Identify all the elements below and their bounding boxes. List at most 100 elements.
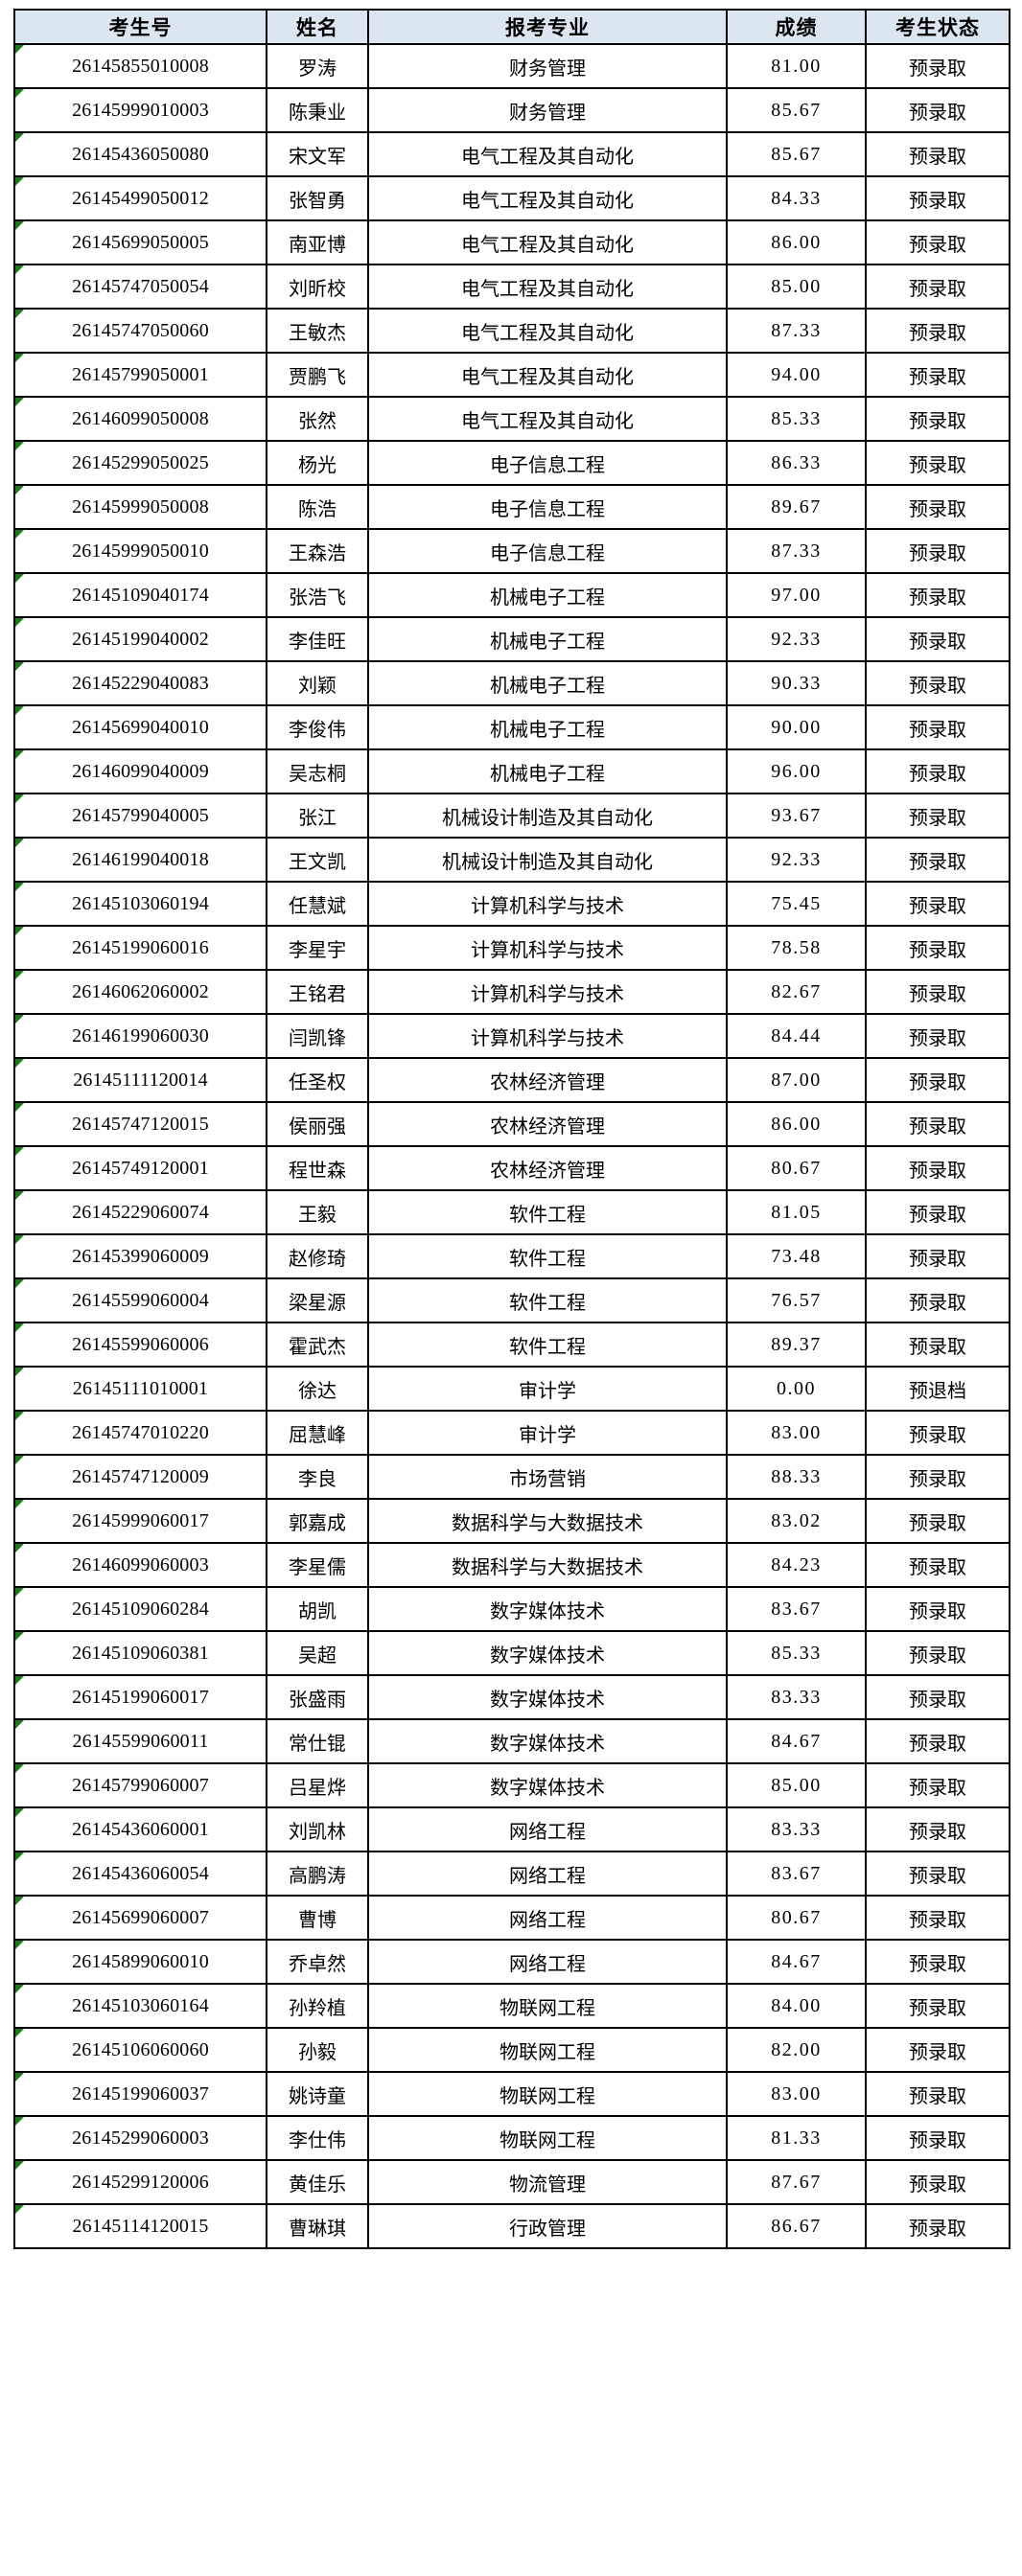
- cell-candidate-id[interactable]: 26145299060003: [13, 2115, 267, 2161]
- table-row[interactable]: 26146099050008 张然 电气工程及其自动化 85.33 预录取: [13, 396, 1010, 442]
- cell-score[interactable]: 94.00: [726, 352, 867, 398]
- cell-candidate-name[interactable]: 孙毅: [266, 2027, 369, 2073]
- cell-major[interactable]: 计算机科学与技术: [367, 1013, 728, 1059]
- cell-candidate-id[interactable]: 26145111010001: [13, 1366, 267, 1412]
- cell-candidate-name[interactable]: 李星儒: [266, 1542, 369, 1588]
- table-row[interactable]: 26145747050054 刘昕校 电气工程及其自动化 85.00 预录取: [13, 264, 1010, 310]
- cell-major[interactable]: 物流管理: [367, 2159, 728, 2205]
- table-row[interactable]: 26145299050025 杨光 电子信息工程 86.33 预录取: [13, 440, 1010, 486]
- cell-major[interactable]: 电气工程及其自动化: [367, 352, 728, 398]
- table-row[interactable]: 26145699050005 南亚博 电气工程及其自动化 86.00 预录取: [13, 219, 1010, 265]
- cell-candidate-id[interactable]: 26145699050005: [13, 219, 267, 265]
- cell-candidate-name[interactable]: 罗涛: [266, 43, 369, 89]
- cell-major[interactable]: 行政管理: [367, 2203, 728, 2249]
- table-row[interactable]: 26145799060007 吕星烨 数字媒体技术 85.00 预录取: [13, 1762, 1010, 1808]
- cell-major[interactable]: 市场营销: [367, 1454, 728, 1500]
- cell-score[interactable]: 92.33: [726, 837, 867, 883]
- cell-score[interactable]: 81.05: [726, 1189, 867, 1235]
- cell-major[interactable]: 电子信息工程: [367, 440, 728, 486]
- cell-score[interactable]: 86.67: [726, 2203, 867, 2249]
- cell-candidate-name[interactable]: 常仕锟: [266, 1718, 369, 1764]
- cell-major[interactable]: 数字媒体技术: [367, 1674, 728, 1720]
- cell-score[interactable]: 86.33: [726, 440, 867, 486]
- table-row[interactable]: 26145229040083 刘颖 机械电子工程 90.33 预录取: [13, 660, 1010, 706]
- cell-candidate-status[interactable]: 预录取: [865, 660, 1010, 706]
- cell-candidate-name[interactable]: 宋文军: [266, 131, 369, 177]
- cell-score[interactable]: 73.48: [726, 1233, 867, 1279]
- cell-candidate-id[interactable]: 26145747050054: [13, 264, 267, 310]
- cell-candidate-id[interactable]: 26145106060060: [13, 2027, 267, 2073]
- cell-major[interactable]: 数据科学与大数据技术: [367, 1542, 728, 1588]
- cell-candidate-name[interactable]: 李仕伟: [266, 2115, 369, 2161]
- table-row[interactable]: 26145436060054 高鹏涛 网络工程 83.67 预录取: [13, 1851, 1010, 1897]
- cell-candidate-status[interactable]: 预录取: [865, 1410, 1010, 1456]
- cell-candidate-name[interactable]: 张江: [266, 793, 369, 839]
- cell-major[interactable]: 审计学: [367, 1366, 728, 1412]
- cell-candidate-id[interactable]: 26145199060037: [13, 2071, 267, 2117]
- cell-candidate-name[interactable]: 胡凯: [266, 1586, 369, 1632]
- table-row[interactable]: 26145749120001 程世森 农林经济管理 80.67 预录取: [13, 1145, 1010, 1191]
- cell-major[interactable]: 物联网工程: [367, 2027, 728, 2073]
- cell-candidate-id[interactable]: 26145109040174: [13, 572, 267, 618]
- cell-major[interactable]: 数字媒体技术: [367, 1762, 728, 1808]
- cell-candidate-id[interactable]: 26145699060007: [13, 1895, 267, 1941]
- cell-candidate-name[interactable]: 李星宇: [266, 925, 369, 971]
- table-row[interactable]: 26145436050080 宋文军 电气工程及其自动化 85.67 预录取: [13, 131, 1010, 177]
- cell-candidate-id[interactable]: 26145109060381: [13, 1630, 267, 1676]
- cell-major[interactable]: 机械设计制造及其自动化: [367, 793, 728, 839]
- cell-candidate-id[interactable]: 26145747010220: [13, 1410, 267, 1456]
- table-row[interactable]: 26146199060030 闫凯锋 计算机科学与技术 84.44 预录取: [13, 1013, 1010, 1059]
- cell-score[interactable]: 88.33: [726, 1454, 867, 1500]
- cell-candidate-status[interactable]: 预录取: [865, 1057, 1010, 1103]
- cell-candidate-id[interactable]: 26145229040083: [13, 660, 267, 706]
- cell-candidate-status[interactable]: 预录取: [865, 440, 1010, 486]
- cell-major[interactable]: 电子信息工程: [367, 528, 728, 574]
- cell-candidate-id[interactable]: 26145999050008: [13, 484, 267, 530]
- cell-major[interactable]: 软件工程: [367, 1322, 728, 1368]
- cell-candidate-status[interactable]: 预录取: [865, 1674, 1010, 1720]
- cell-candidate-status[interactable]: 预录取: [865, 704, 1010, 750]
- cell-major[interactable]: 电子信息工程: [367, 484, 728, 530]
- cell-candidate-name[interactable]: 杨光: [266, 440, 369, 486]
- cell-score[interactable]: 84.44: [726, 1013, 867, 1059]
- table-row[interactable]: 26145109060381 吴超 数字媒体技术 85.33 预录取: [13, 1630, 1010, 1676]
- cell-candidate-status[interactable]: 预录取: [865, 616, 1010, 662]
- cell-candidate-name[interactable]: 黄佳乐: [266, 2159, 369, 2205]
- cell-major[interactable]: 电气工程及其自动化: [367, 264, 728, 310]
- cell-score[interactable]: 97.00: [726, 572, 867, 618]
- cell-candidate-id[interactable]: 26145436060001: [13, 1806, 267, 1852]
- cell-candidate-id[interactable]: 26145899060010: [13, 1939, 267, 1985]
- cell-major[interactable]: 软件工程: [367, 1277, 728, 1323]
- cell-major[interactable]: 数据科学与大数据技术: [367, 1498, 728, 1544]
- cell-candidate-name[interactable]: 王敏杰: [266, 308, 369, 354]
- cell-score[interactable]: 85.67: [726, 87, 867, 133]
- cell-major[interactable]: 电气工程及其自动化: [367, 219, 728, 265]
- cell-candidate-status[interactable]: 预录取: [865, 219, 1010, 265]
- cell-candidate-id[interactable]: 26145114120015: [13, 2203, 267, 2249]
- cell-score[interactable]: 87.33: [726, 308, 867, 354]
- table-row[interactable]: 26145199060037 姚诗童 物联网工程 83.00 预录取: [13, 2071, 1010, 2117]
- column-header-candidate-id[interactable]: 考生号: [13, 9, 267, 45]
- cell-candidate-status[interactable]: 预录取: [865, 131, 1010, 177]
- cell-candidate-id[interactable]: 26145436060054: [13, 1851, 267, 1897]
- cell-candidate-id[interactable]: 26145747050060: [13, 308, 267, 354]
- cell-score[interactable]: 81.00: [726, 43, 867, 89]
- cell-candidate-status[interactable]: 预录取: [865, 1718, 1010, 1764]
- cell-candidate-name[interactable]: 王铭君: [266, 969, 369, 1015]
- cell-major[interactable]: 机械电子工程: [367, 748, 728, 794]
- cell-candidate-name[interactable]: 高鹏涛: [266, 1851, 369, 1897]
- cell-candidate-name[interactable]: 曹博: [266, 1895, 369, 1941]
- cell-major[interactable]: 数字媒体技术: [367, 1630, 728, 1676]
- table-row[interactable]: 26145114120015 曹琳琪 行政管理 86.67 预录取: [13, 2203, 1010, 2249]
- cell-score[interactable]: 85.67: [726, 131, 867, 177]
- cell-candidate-id[interactable]: 26145399060009: [13, 1233, 267, 1279]
- cell-candidate-name[interactable]: 侯丽强: [266, 1101, 369, 1147]
- cell-candidate-status[interactable]: 预录取: [865, 2159, 1010, 2205]
- cell-score[interactable]: 84.33: [726, 175, 867, 221]
- cell-candidate-status[interactable]: 预录取: [865, 1454, 1010, 1500]
- table-row[interactable]: 26146062060002 王铭君 计算机科学与技术 82.67 预录取: [13, 969, 1010, 1015]
- cell-major[interactable]: 网络工程: [367, 1851, 728, 1897]
- cell-candidate-status[interactable]: 预录取: [865, 1542, 1010, 1588]
- cell-candidate-status[interactable]: 预录取: [865, 1630, 1010, 1676]
- cell-candidate-id[interactable]: 26145299050025: [13, 440, 267, 486]
